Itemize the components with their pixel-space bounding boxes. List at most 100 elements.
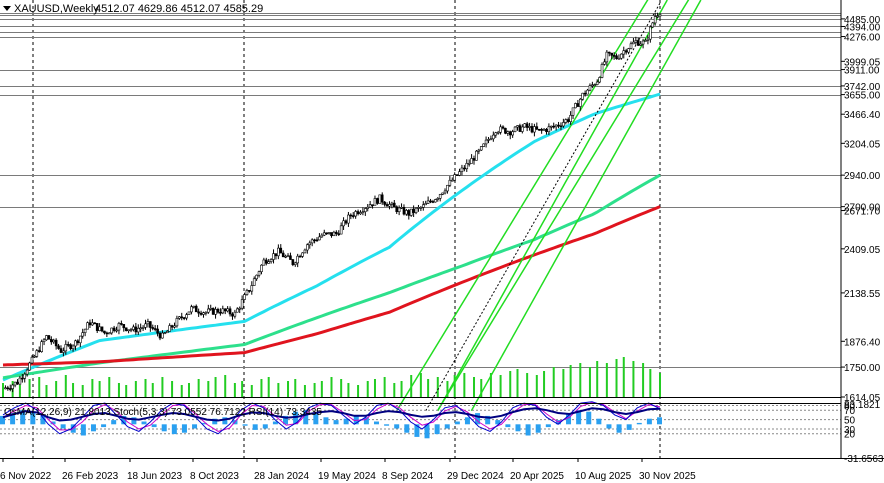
osma-bar	[394, 424, 400, 429]
candle-body	[107, 332, 111, 335]
candle-body	[600, 64, 604, 78]
candle-body	[175, 318, 179, 327]
candle-body	[54, 339, 58, 347]
candle-body	[458, 171, 461, 176]
candle-body	[59, 348, 63, 353]
candle-body	[298, 255, 302, 258]
osma-bar	[161, 424, 167, 432]
candle-body	[187, 311, 191, 315]
volume-bar	[2, 383, 4, 397]
osma-bar	[414, 424, 420, 437]
candle-body	[18, 377, 22, 385]
osma-bar	[363, 417, 369, 425]
candle-body	[178, 316, 181, 319]
time-tick-label: 19 May 2024	[318, 471, 376, 482]
candle-body	[504, 127, 507, 134]
candle-body	[308, 242, 312, 246]
candle-body	[595, 81, 599, 85]
volume-bar	[98, 381, 101, 397]
candle-body	[489, 138, 493, 141]
candle-body	[523, 123, 527, 128]
osma-bar	[151, 424, 157, 428]
time-tick-label: 8 Sep 2024	[382, 471, 434, 482]
volume-bar	[171, 381, 174, 397]
candle-body	[438, 194, 442, 199]
candle-body	[361, 211, 365, 214]
candle-body	[622, 50, 626, 55]
volume-bar	[632, 361, 635, 397]
time-tick-label: 29 Dec 2024	[447, 471, 504, 482]
volume-bar	[427, 379, 430, 397]
candle-body	[168, 325, 171, 332]
volume-bar	[197, 379, 200, 397]
candle-body	[419, 207, 423, 209]
candle-body	[535, 126, 539, 130]
candle-body	[484, 139, 488, 145]
candle-body	[344, 220, 348, 224]
time-tick-label: 20 Apr 2025	[510, 471, 564, 482]
volume-bar	[250, 385, 253, 397]
price-tick-label: 1750.00	[844, 363, 881, 374]
osma-bar	[283, 415, 289, 425]
price-tick-label: 2700.00	[844, 203, 881, 214]
candle-body	[35, 350, 39, 357]
candle-body	[390, 202, 394, 205]
candle-body	[566, 119, 570, 122]
candle-body	[112, 327, 116, 331]
candle-body	[492, 134, 495, 140]
oscillator-tick-label: 20	[844, 430, 856, 441]
candle-body	[161, 332, 164, 339]
osma-bar	[40, 415, 46, 425]
candle-body	[221, 308, 225, 314]
volume-bar	[303, 385, 306, 397]
candle-body	[395, 206, 399, 212]
ema-line	[2, 205, 661, 367]
candle-body	[629, 43, 633, 49]
candlesticks	[4, 12, 662, 393]
stoch-signal-line	[2, 402, 661, 432]
osma-bar	[90, 424, 96, 432]
candle-body	[45, 335, 48, 341]
candle-body	[25, 369, 29, 375]
candle-body	[223, 308, 227, 312]
candle-body	[139, 327, 142, 330]
candle-body	[306, 244, 309, 251]
price-tick-label: 3999.05	[844, 57, 881, 68]
candle-body	[356, 211, 360, 215]
price-tick-label: 3466.40	[844, 110, 881, 121]
candle-body	[272, 253, 275, 260]
candle-body	[463, 167, 466, 170]
candle-body	[620, 53, 623, 59]
candle-body	[95, 323, 99, 331]
candle-body	[653, 16, 657, 24]
volume-bar	[357, 385, 360, 397]
symbol-dropdown-icon[interactable]	[3, 6, 11, 11]
indicator-header: OsMA(12,26,9) 21.8013 Stoch(5,3,3) 73.05…	[4, 407, 322, 418]
volume-bar	[622, 357, 625, 397]
price-tick-label: 4394.00	[844, 22, 881, 33]
candle-body	[52, 339, 56, 343]
candle-body	[400, 207, 403, 209]
candle-body	[448, 179, 452, 186]
candle-body	[245, 290, 249, 295]
candle-body	[11, 384, 14, 389]
candle-body	[405, 210, 408, 215]
osma-bar	[131, 417, 137, 425]
volume-bar	[480, 379, 483, 397]
candle-body	[479, 146, 483, 151]
volume-bar	[489, 373, 492, 397]
candle-body	[151, 327, 155, 329]
candle-body	[632, 41, 635, 45]
candle-body	[260, 264, 263, 273]
osma-bar	[657, 417, 662, 425]
osma-bar	[202, 422, 208, 425]
candle-body	[612, 55, 616, 57]
candle-body	[8, 388, 12, 390]
candle-body	[93, 322, 97, 325]
candle-body	[40, 341, 43, 352]
osma-bar	[475, 413, 481, 425]
volume-bar	[224, 375, 227, 397]
candle-body	[235, 308, 239, 313]
volume-bar	[241, 381, 244, 397]
